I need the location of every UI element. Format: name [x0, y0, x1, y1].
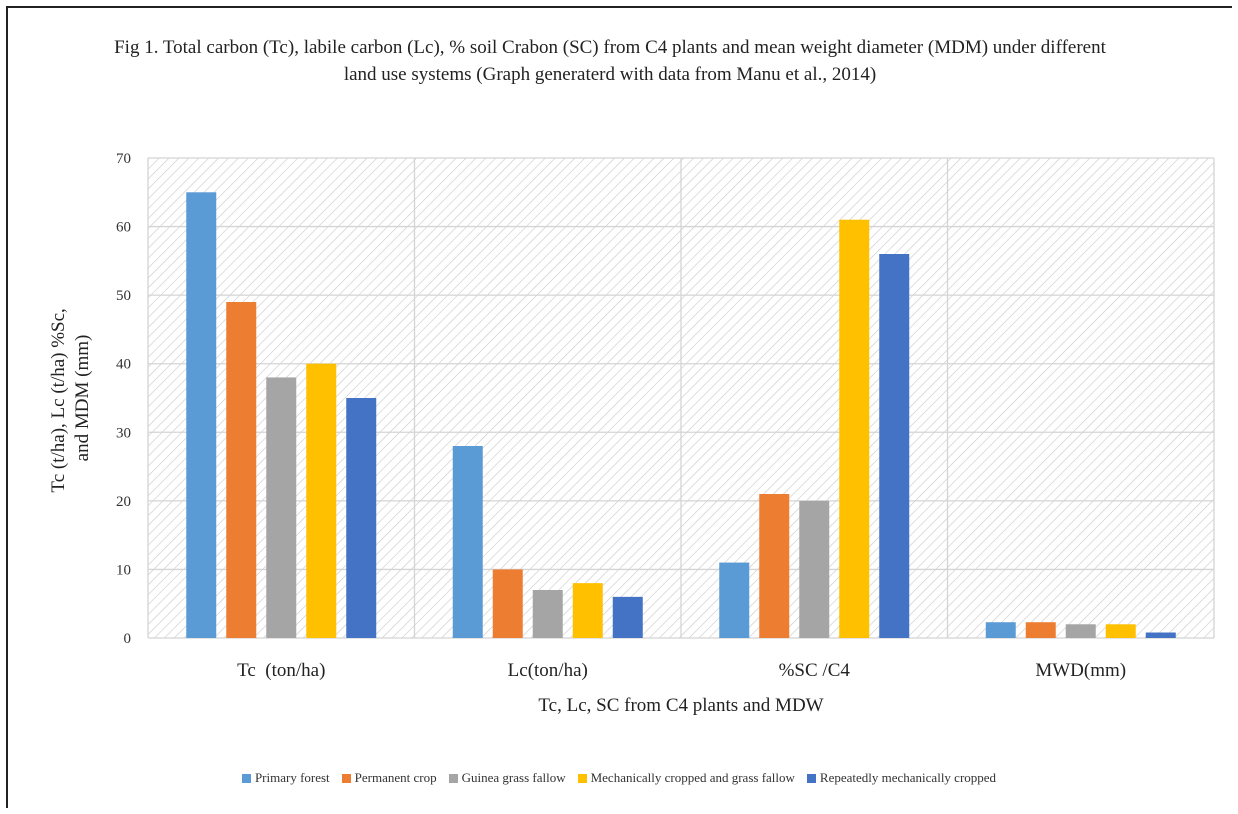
x-axis-label: Tc, Lc, SC from C4 plants and MDW	[538, 695, 823, 716]
legend-label: Primary forest	[254, 770, 330, 785]
legend-swatch	[577, 773, 587, 783]
bar	[1145, 632, 1176, 638]
legend: Primary forest Permanent crop Guinea grass…	[0, 770, 1238, 787]
legend-label: Guinea grass fallow	[461, 770, 566, 785]
y-tick-label: 0	[124, 631, 132, 647]
chart-title: Fig 1. Total carbon (Tc), labile carbon …	[114, 37, 1106, 85]
legend-swatch	[806, 773, 816, 783]
bar	[759, 494, 790, 638]
legend-label: Mechanically cropped and grass fallow	[590, 770, 795, 785]
y-tick-label: 60	[116, 220, 131, 236]
bar	[612, 596, 643, 638]
bar	[799, 500, 830, 638]
y-tick-label: 70	[116, 151, 131, 167]
bar	[266, 377, 297, 638]
y-tick-label: 50	[116, 288, 131, 304]
bar	[1105, 624, 1136, 638]
bar	[1065, 624, 1096, 638]
legend-label: Permanent crop	[354, 770, 437, 785]
category-label: Tc (ton/ha)	[237, 660, 325, 681]
legend-item: Primary forest	[241, 770, 330, 786]
bar	[839, 219, 870, 638]
legend-item: Permanent crop	[341, 770, 437, 786]
bars	[186, 192, 1176, 639]
bar	[572, 583, 603, 638]
bar	[879, 254, 910, 638]
legend-label: Repeatedly mechanically cropped	[819, 770, 997, 785]
category-label: %SC /C4	[779, 660, 851, 681]
bar	[985, 622, 1016, 638]
chart-area: 0 10 20 30 40 50 60 70 Tc (ton/ha) Lc(ton/ha) %SC…	[48, 151, 1215, 716]
legend-item: Guinea grass fallow	[448, 770, 566, 786]
legend-swatch	[241, 773, 251, 783]
y-tick-label: 10	[116, 562, 131, 578]
y-axis-label-line-1: Tc (t/ha), Lc (t/ha) %Sc,	[48, 308, 69, 492]
bar	[186, 192, 217, 639]
legend-item: Mechanically cropped and grass fallow	[577, 770, 795, 786]
bar	[452, 446, 483, 638]
bar	[719, 562, 750, 638]
bar	[532, 590, 563, 638]
legend-swatch	[341, 773, 351, 783]
y-axis-label-line-2: and MDM (mm)	[72, 335, 93, 462]
legend-item: Repeatedly mechanically cropped	[806, 770, 997, 786]
bar	[226, 302, 257, 638]
legend-swatch	[448, 773, 458, 783]
bar	[346, 398, 377, 638]
y-axis-label: Tc (t/ha), Lc (t/ha) %Sc, and MDM (mm)	[48, 303, 93, 492]
category-separators	[147, 158, 1215, 638]
y-tick-label: 30	[116, 425, 131, 441]
category-labels: Tc (ton/ha) Lc(ton/ha) %SC /C4 MWD(mm)	[237, 660, 1126, 681]
category-label: MWD(mm)	[1035, 660, 1126, 681]
bar	[1025, 622, 1056, 638]
bar	[306, 363, 337, 638]
bar	[492, 569, 523, 638]
y-tick-label: 20	[116, 494, 131, 510]
category-label: Lc(ton/ha)	[508, 660, 588, 681]
y-tick-labels: 0 10 20 30 40 50 60 70	[116, 151, 131, 647]
y-tick-label: 40	[116, 357, 131, 373]
